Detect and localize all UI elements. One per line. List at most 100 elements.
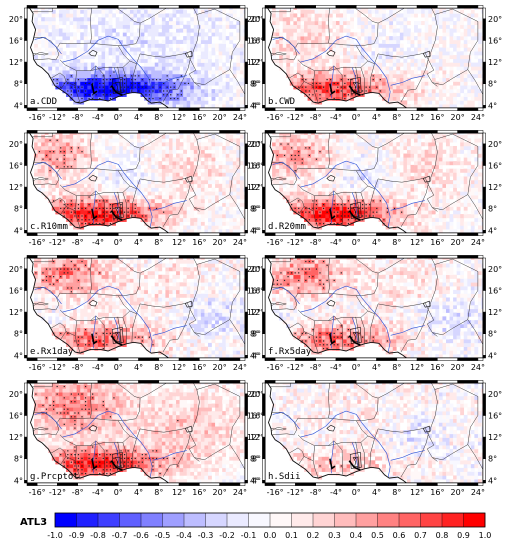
colorbar-swatch (76, 513, 99, 527)
lat-tick-label-left: 4° (252, 226, 261, 235)
colorbar-swatch (463, 513, 486, 527)
lon-tick-label: -4° (330, 488, 342, 497)
colorbar-swatch (98, 513, 120, 527)
lat-tick-label-right: 20° (250, 140, 264, 149)
colorbar-swatch (399, 513, 421, 527)
lon-tick-label: 0° (352, 488, 361, 497)
lat-tick-label-left: 12° (9, 308, 23, 317)
lon-tick-label: -4° (92, 238, 104, 247)
lat-tick-label-right: 16° (250, 411, 264, 420)
colorbar-title: ATL3 (20, 517, 47, 528)
lat-tick-label-left: 16° (247, 36, 261, 45)
lat-tick-label-left: 16° (247, 286, 261, 295)
colorbar-tick-label: -0.3 (198, 531, 214, 540)
lat-tick-label-left: 4° (14, 101, 23, 110)
lon-tick-label: 8° (154, 363, 163, 372)
colorbar-tick-label: -0.8 (90, 531, 106, 540)
lat-tick-label-left: 8° (252, 205, 261, 214)
lon-tick-label: 8° (154, 488, 163, 497)
lat-tick-label-right: 4° (488, 476, 497, 485)
colorbar-tick-label: 0.6 (393, 531, 406, 540)
map-panel-r20mm: -16° -12° -8° -4° 0° 4° 8° 12° 16° 20° 24°4° 4°8° 8°… (247, 130, 502, 247)
lat-tick-label-left: 4° (252, 101, 261, 110)
lon-tick-label: -8° (72, 488, 84, 497)
colorbar-tick-label: 0.2 (307, 531, 320, 540)
lon-tick-label: -12° (49, 488, 66, 497)
lon-tick-label: -16° (29, 488, 46, 497)
lon-tick-label: -16° (267, 488, 284, 497)
map-frame (262, 130, 486, 236)
lat-tick-label-left: 20° (247, 15, 261, 24)
lon-tick-label: -12° (49, 238, 66, 247)
colorbar-swatch (334, 513, 357, 527)
colorbar-swatch (119, 513, 142, 527)
colorbar-tick-label: 1.0 (479, 531, 492, 540)
lat-tick-label-left: 16° (9, 36, 23, 45)
lat-tick-label-left: 4° (14, 226, 23, 235)
lon-tick-label: -8° (310, 113, 322, 122)
lat-tick-label-left: 4° (252, 476, 261, 485)
colorbar-tick-label: -0.5 (155, 531, 171, 540)
lat-tick-label-right: 8° (488, 80, 497, 89)
colorbar-swatch (162, 513, 185, 527)
lon-tick-label: -12° (287, 113, 304, 122)
lat-tick-label-right: 20° (250, 390, 264, 399)
lon-tick-label: 8° (392, 238, 401, 247)
lon-tick-label: -16° (267, 238, 284, 247)
lat-tick-label-right: 4° (488, 226, 497, 235)
map-frame (262, 255, 486, 361)
significance-stippling (38, 139, 165, 228)
lon-tick-label: -8° (310, 488, 322, 497)
lon-tick-label: 20° (451, 488, 465, 497)
lon-tick-label: 0° (114, 363, 123, 372)
lat-tick-label-left: 20° (9, 15, 23, 24)
significance-stippling (273, 258, 389, 350)
lon-tick-label: 12° (172, 488, 186, 497)
lat-tick-label-right: 4° (250, 226, 259, 235)
colorbar-tick-label: 0.5 (371, 531, 384, 540)
colorbar-swatch (205, 513, 228, 527)
lat-tick-label-left: 4° (14, 476, 23, 485)
lat-tick-label-right: 16° (488, 411, 502, 420)
panel-label: h.Sdii (268, 472, 301, 482)
correlation-grid (272, 383, 483, 483)
colorbar-swatch (313, 513, 335, 527)
panel-label: c.R10mm (30, 222, 68, 232)
lon-tick-label: -12° (49, 363, 66, 372)
colorbar-swatch (248, 513, 271, 527)
colorbar-tick-label: -0.4 (176, 531, 192, 540)
lat-tick-label-right: 12° (250, 433, 264, 442)
lat-tick-label-left: 8° (14, 80, 23, 89)
map-panel-rx1day: -16° -12° -8° -4° 0° 4° 8° 12° 16° 20° 24°4° 4°8° 8°… (9, 255, 264, 372)
lat-tick-label-right: 20° (488, 140, 502, 149)
lon-tick-label: -4° (330, 113, 342, 122)
lon-tick-label: 0° (352, 363, 361, 372)
lon-tick-label: 12° (410, 113, 424, 122)
lat-tick-label-left: 20° (247, 140, 261, 149)
map-frame (24, 255, 248, 361)
map-frame (262, 380, 486, 486)
lat-tick-label-right: 12° (488, 433, 502, 442)
lat-tick-label-right: 12° (488, 58, 502, 67)
lon-tick-label: 0° (114, 488, 123, 497)
lon-tick-label: -16° (29, 113, 46, 122)
lon-tick-label: 20° (213, 488, 227, 497)
lon-tick-label: -16° (29, 238, 46, 247)
significance-stippling (35, 260, 154, 353)
colorbar-tick-label: -0.9 (69, 531, 85, 540)
map-panel-cwd: -16° -12° -8° -4° 0° 4° 8° 12° 16° 20° 24°4° 4°8° 8°… (247, 5, 502, 122)
lon-tick-label: 20° (451, 238, 465, 247)
lon-tick-label: -8° (310, 363, 322, 372)
colorbar-tick-label: 0.8 (436, 531, 449, 540)
lon-tick-label: -16° (29, 363, 46, 372)
lat-tick-label-right: 16° (250, 161, 264, 170)
lon-tick-label: 8° (392, 363, 401, 372)
lon-tick-label: 24° (233, 238, 247, 247)
map-frame (24, 380, 248, 486)
colorbar-swatch (55, 513, 77, 527)
lon-tick-label: 24° (233, 363, 247, 372)
map-panel-prcptot: -16° -12° -8° -4° 0° 4° 8° 12° 16° 20° 24° 4° 4° 8° 8°… (9, 380, 264, 497)
lon-tick-label: 12° (410, 488, 424, 497)
lat-tick-label-right: 12° (488, 183, 502, 192)
